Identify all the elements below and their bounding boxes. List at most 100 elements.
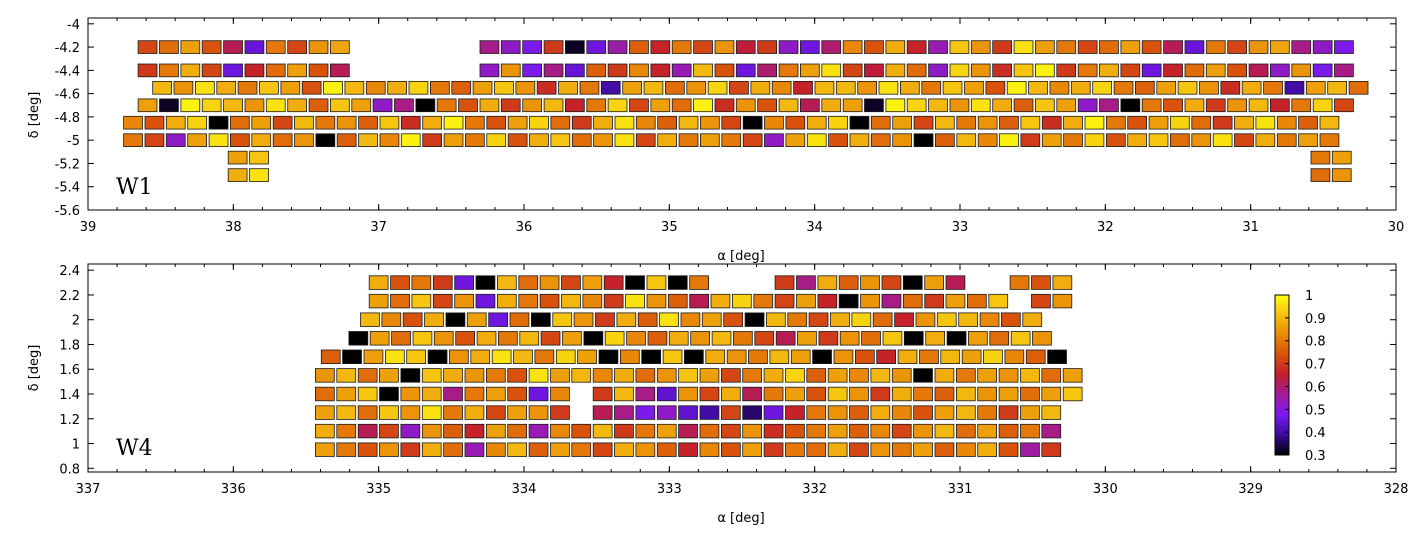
w4-y-tick-label: 0.8 — [59, 462, 80, 477]
w1-cell — [1099, 98, 1119, 113]
w4-cell — [454, 275, 475, 290]
w1-cell — [1141, 98, 1162, 113]
w4-cell — [977, 442, 998, 457]
w1-cell — [1077, 98, 1098, 113]
w4-cell — [956, 405, 976, 420]
w4-cell — [528, 405, 549, 420]
w1-cell — [650, 98, 671, 113]
w1-cell — [180, 63, 201, 78]
w4-cell — [583, 331, 604, 346]
w1-cell — [992, 63, 1013, 78]
w4-cell — [550, 405, 570, 420]
w4-cell — [977, 368, 998, 383]
w4-cell — [668, 331, 689, 346]
w4-cell — [320, 349, 341, 365]
w1-cell — [237, 81, 258, 95]
w1-cell — [1319, 133, 1340, 148]
w1-cell — [1205, 40, 1226, 54]
w1-cell — [1092, 81, 1112, 95]
w1-cell — [1127, 115, 1147, 130]
w4-cell — [977, 386, 998, 402]
w4-cell — [753, 293, 774, 309]
panel-w1: 39 38 37 36 35 34 33 32 31 30 -4 -4.2 -4.4 -4.6 -4.8 -5… — [27, 17, 1405, 264]
w4-cell — [443, 423, 463, 439]
w4-cell — [427, 349, 448, 365]
w4-cell — [721, 386, 741, 402]
w4-cell — [1025, 349, 1046, 365]
w4-cell — [1047, 349, 1067, 365]
w4-cell — [742, 368, 763, 383]
w1-cell — [921, 81, 942, 95]
w1-cell — [586, 63, 607, 78]
w1-cell — [543, 63, 564, 78]
w1-cell — [1184, 63, 1205, 78]
w4-cell — [656, 423, 677, 439]
w1-cell — [693, 63, 713, 78]
w1-cell — [287, 63, 308, 78]
w4-cell — [894, 312, 914, 327]
w4-cell — [796, 293, 816, 309]
w4-y-tick-label: 1.4 — [59, 388, 80, 403]
w4-cell — [946, 331, 967, 346]
w4-y-tick-label: 2.2 — [59, 289, 80, 304]
w1-x-tick-label: 30 — [1388, 220, 1405, 235]
w1-cell — [814, 81, 835, 95]
w1-x-tick-label: 36 — [516, 220, 533, 235]
w1-cell — [721, 115, 742, 130]
w1-cell — [251, 133, 272, 148]
w4-cell — [881, 293, 902, 309]
w1-cell — [1113, 81, 1134, 95]
colorbar-tick-label: 1 — [1305, 289, 1313, 304]
w4-cell — [913, 423, 933, 439]
w1-cell — [1135, 81, 1155, 95]
w1-cell — [479, 40, 500, 54]
w4-cell — [827, 423, 848, 439]
w4-cell — [595, 312, 615, 327]
w4-cell — [443, 442, 463, 457]
w1-cell — [750, 81, 771, 95]
w4-cell — [369, 331, 390, 346]
w1-cell — [885, 40, 906, 54]
w1-cell — [949, 40, 970, 54]
w4-cell — [314, 368, 335, 383]
w1-cell — [693, 40, 713, 54]
w1-cell — [1212, 133, 1233, 148]
w1-y-tick-label: -4.6 — [55, 88, 80, 103]
w1-cell — [1063, 115, 1083, 130]
w4-cell — [336, 368, 357, 383]
w4-x-tick-label: 336 — [221, 482, 246, 497]
w1-cell — [137, 40, 158, 54]
w1-cell — [294, 133, 314, 148]
w4-cell — [872, 312, 893, 327]
w4-cell — [626, 331, 646, 346]
w4-cell — [577, 349, 597, 365]
w1-cell — [707, 81, 728, 95]
w1-cell — [629, 98, 649, 113]
w4-cell — [785, 442, 805, 457]
w1-cell — [700, 115, 720, 130]
colorbar-tick-label: 0.9 — [1305, 312, 1326, 327]
w4-cell — [598, 349, 619, 365]
w1-cell — [365, 81, 386, 95]
w4-x-tick-label: 330 — [1093, 482, 1118, 497]
w4-cell — [336, 442, 357, 457]
w4-cell — [998, 423, 1019, 439]
w1-cell — [244, 63, 265, 78]
w4-cell — [411, 293, 432, 309]
w4-cell — [744, 312, 765, 327]
w4-cell — [913, 368, 933, 383]
w1-cell — [970, 40, 991, 54]
w1-cell — [1184, 40, 1205, 54]
w4-cell — [464, 423, 485, 439]
w1-cell — [800, 98, 820, 113]
w4-cell — [496, 293, 517, 309]
w4-cell — [667, 275, 688, 290]
w1-cell — [165, 133, 186, 148]
w4-cell — [357, 423, 378, 439]
w4-cell — [485, 405, 506, 420]
w1-cell — [828, 115, 848, 130]
w1-cell — [249, 168, 269, 182]
w4-cell — [790, 349, 811, 365]
w4-cell — [690, 331, 711, 346]
w1-cell — [244, 40, 265, 54]
